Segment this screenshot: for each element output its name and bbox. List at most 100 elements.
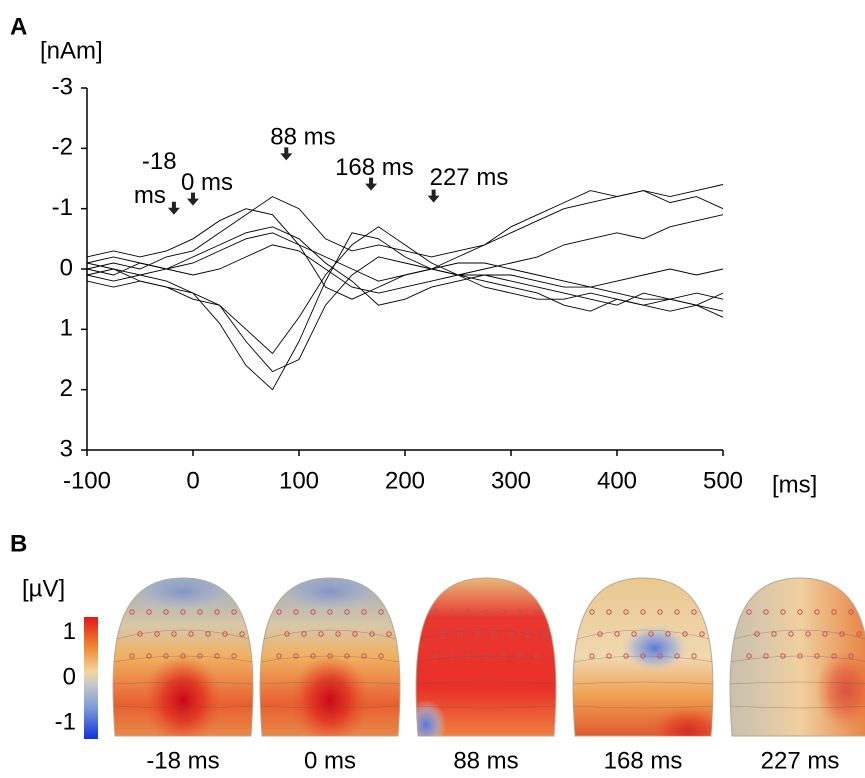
electrode bbox=[606, 653, 612, 659]
y-tick-label: -3 bbox=[52, 73, 73, 100]
electrode bbox=[293, 609, 299, 615]
map-label: 88 ms bbox=[453, 747, 518, 774]
electrode bbox=[205, 631, 211, 637]
map-label: 227 ms bbox=[761, 747, 840, 774]
contour bbox=[260, 705, 400, 709]
electrode bbox=[386, 631, 392, 637]
head-map bbox=[729, 577, 865, 737]
electrode bbox=[822, 631, 828, 637]
electrode bbox=[449, 609, 455, 615]
electrode bbox=[746, 653, 752, 659]
contour bbox=[416, 629, 556, 641]
contour bbox=[113, 655, 253, 663]
electrode bbox=[623, 609, 629, 615]
electrode bbox=[623, 653, 629, 659]
electrode bbox=[631, 631, 637, 637]
map-label: 168 ms bbox=[604, 747, 683, 774]
panel-label: B bbox=[10, 530, 27, 557]
electrode bbox=[361, 609, 367, 615]
hot-spot bbox=[143, 655, 223, 736]
electrode bbox=[318, 631, 324, 637]
cold-spot bbox=[621, 624, 689, 672]
contour bbox=[730, 655, 865, 663]
y-tick-label: 0 bbox=[60, 254, 73, 281]
electrode bbox=[378, 609, 384, 615]
map-label: -18 ms bbox=[146, 747, 219, 774]
cold-spot bbox=[128, 578, 238, 614]
electrode bbox=[771, 631, 777, 637]
electrode bbox=[310, 609, 316, 615]
hot-spot bbox=[648, 705, 713, 736]
electrode bbox=[361, 653, 367, 659]
electrode bbox=[657, 609, 663, 615]
electrode bbox=[674, 653, 680, 659]
electrode bbox=[491, 631, 497, 637]
electrode bbox=[432, 609, 438, 615]
electrode bbox=[831, 609, 837, 615]
contour bbox=[730, 705, 865, 709]
electrode bbox=[500, 609, 506, 615]
electrode bbox=[780, 609, 786, 615]
electrode bbox=[691, 609, 697, 615]
electrode bbox=[542, 631, 548, 637]
trace bbox=[86, 214, 724, 294]
cold-spot bbox=[275, 578, 385, 614]
electrode bbox=[691, 653, 697, 659]
head-overlay bbox=[730, 609, 865, 730]
electrode bbox=[344, 653, 350, 659]
electrode bbox=[788, 631, 794, 637]
contour bbox=[416, 655, 556, 663]
electrode bbox=[466, 653, 472, 659]
electrode bbox=[674, 609, 680, 615]
x-tick-label: 500 bbox=[703, 467, 743, 494]
electrode bbox=[180, 609, 186, 615]
colorbar-label: [µV] bbox=[22, 575, 65, 602]
electrode bbox=[831, 653, 837, 659]
annotation-arrow bbox=[280, 147, 293, 161]
annotation-label: 88 ms bbox=[270, 124, 335, 151]
electrode bbox=[657, 653, 663, 659]
electrode bbox=[534, 653, 540, 659]
electrode bbox=[763, 609, 769, 615]
contour bbox=[573, 681, 713, 685]
electrode bbox=[154, 631, 160, 637]
electrode bbox=[474, 631, 480, 637]
head-map bbox=[572, 577, 714, 737]
electrode bbox=[293, 653, 299, 659]
electrode bbox=[214, 609, 220, 615]
x-axis-label: [ms] bbox=[772, 471, 817, 498]
electrode bbox=[848, 609, 854, 615]
electrode bbox=[848, 653, 854, 659]
annotation-label: 0 ms bbox=[181, 169, 233, 196]
electrode bbox=[335, 631, 341, 637]
contour bbox=[113, 629, 253, 641]
contour bbox=[730, 681, 865, 685]
electrode bbox=[188, 631, 194, 637]
electrode bbox=[517, 653, 523, 659]
electrode bbox=[814, 609, 820, 615]
electrode bbox=[500, 653, 506, 659]
electrode bbox=[146, 609, 152, 615]
head-surface bbox=[415, 577, 557, 737]
contour bbox=[730, 629, 865, 641]
electrode bbox=[780, 653, 786, 659]
electrode bbox=[301, 631, 307, 637]
annotation-arrow bbox=[167, 201, 180, 215]
electrode bbox=[171, 631, 177, 637]
electrode bbox=[327, 609, 333, 615]
electrode bbox=[699, 631, 705, 637]
electrode bbox=[432, 653, 438, 659]
electrode bbox=[508, 631, 514, 637]
x-tick-label: 400 bbox=[597, 467, 637, 494]
electrode bbox=[589, 609, 595, 615]
electrode bbox=[589, 653, 595, 659]
electrode bbox=[665, 631, 671, 637]
electrode bbox=[483, 609, 489, 615]
electrode bbox=[129, 609, 135, 615]
x-tick-label: 100 bbox=[279, 467, 319, 494]
electrode bbox=[239, 631, 245, 637]
y-tick-label: 1 bbox=[60, 315, 73, 342]
electrode bbox=[231, 609, 237, 615]
hot-spot bbox=[290, 655, 370, 736]
